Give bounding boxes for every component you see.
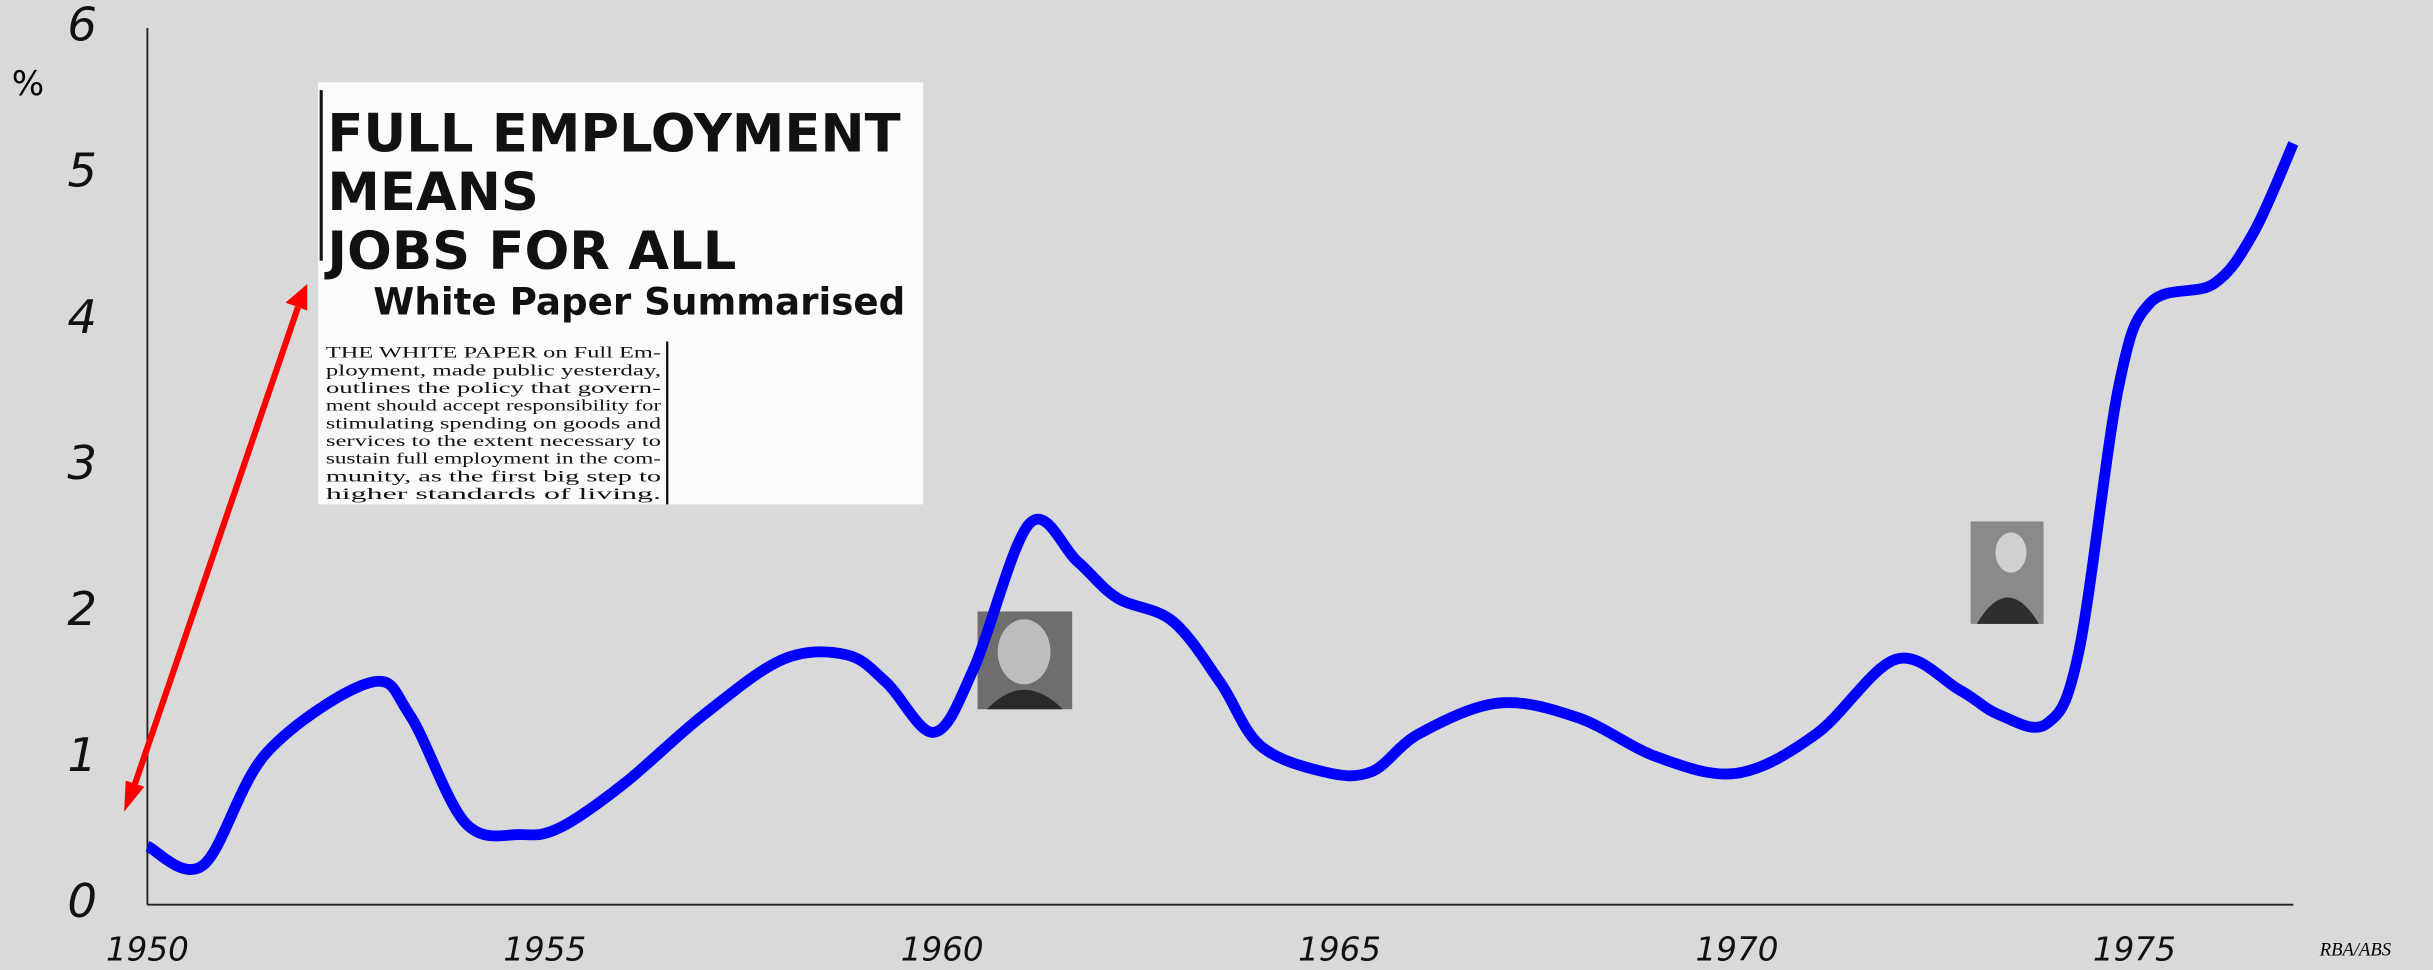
photo-face xyxy=(998,619,1051,684)
clipping-body-line: higher standards of living. xyxy=(326,484,661,503)
clipping-body-line: services to the extent necessary to xyxy=(326,431,661,450)
clipping-body-line: ployment, made public yesterday, xyxy=(326,360,661,379)
y-tick-label: 2 xyxy=(67,582,97,636)
y-tick-label: 3 xyxy=(67,436,97,490)
x-tick-label: 1960 xyxy=(901,930,984,968)
y-tick-label: 1 xyxy=(67,728,97,782)
y-tick-label: 4 xyxy=(67,290,97,344)
photo-whitlam xyxy=(1971,521,2044,623)
clipping-subheading: White Paper Summarised xyxy=(373,280,905,324)
clipping-headline: JOBS FOR ALL xyxy=(324,221,736,282)
clipping-headline: FULL EMPLOYMENT xyxy=(327,103,900,164)
chart: % RBA/ABS FULL EMPLOYMENTMEANSJOBS FOR A… xyxy=(0,0,2433,970)
clipping-body-line: THE WHITE PAPER on Full Em- xyxy=(326,343,661,362)
x-tick-label: 1970 xyxy=(1696,930,1779,968)
clipping-body-line: ment should accept responsibility for xyxy=(326,396,662,415)
clipping-body-line: sustain full employment in the com- xyxy=(326,449,661,468)
clipping-headline: MEANS xyxy=(327,162,539,223)
clipping-body-line: stimulating spending on goods and xyxy=(326,413,661,432)
y-tick-label: 6 xyxy=(67,0,97,52)
page: % RBA/ABS FULL EMPLOYMENTMEANSJOBS FOR A… xyxy=(0,0,2433,970)
y-axis-label: % xyxy=(12,64,44,104)
y-tick-label: 5 xyxy=(67,144,97,198)
source: RBA/ABS xyxy=(2319,940,2391,961)
x-tick-label: 1965 xyxy=(1298,930,1381,968)
x-tick-label: 1950 xyxy=(106,930,189,968)
clipping-body-line: outlines the policy that govern- xyxy=(326,378,661,397)
x-tick-label: 1955 xyxy=(503,930,586,968)
photo-face xyxy=(1995,532,2026,572)
clipping-body-line: munity, as the first big step to xyxy=(326,466,661,485)
x-tick-label: 1975 xyxy=(2093,930,2176,968)
y-tick-label: 0 xyxy=(67,874,97,928)
